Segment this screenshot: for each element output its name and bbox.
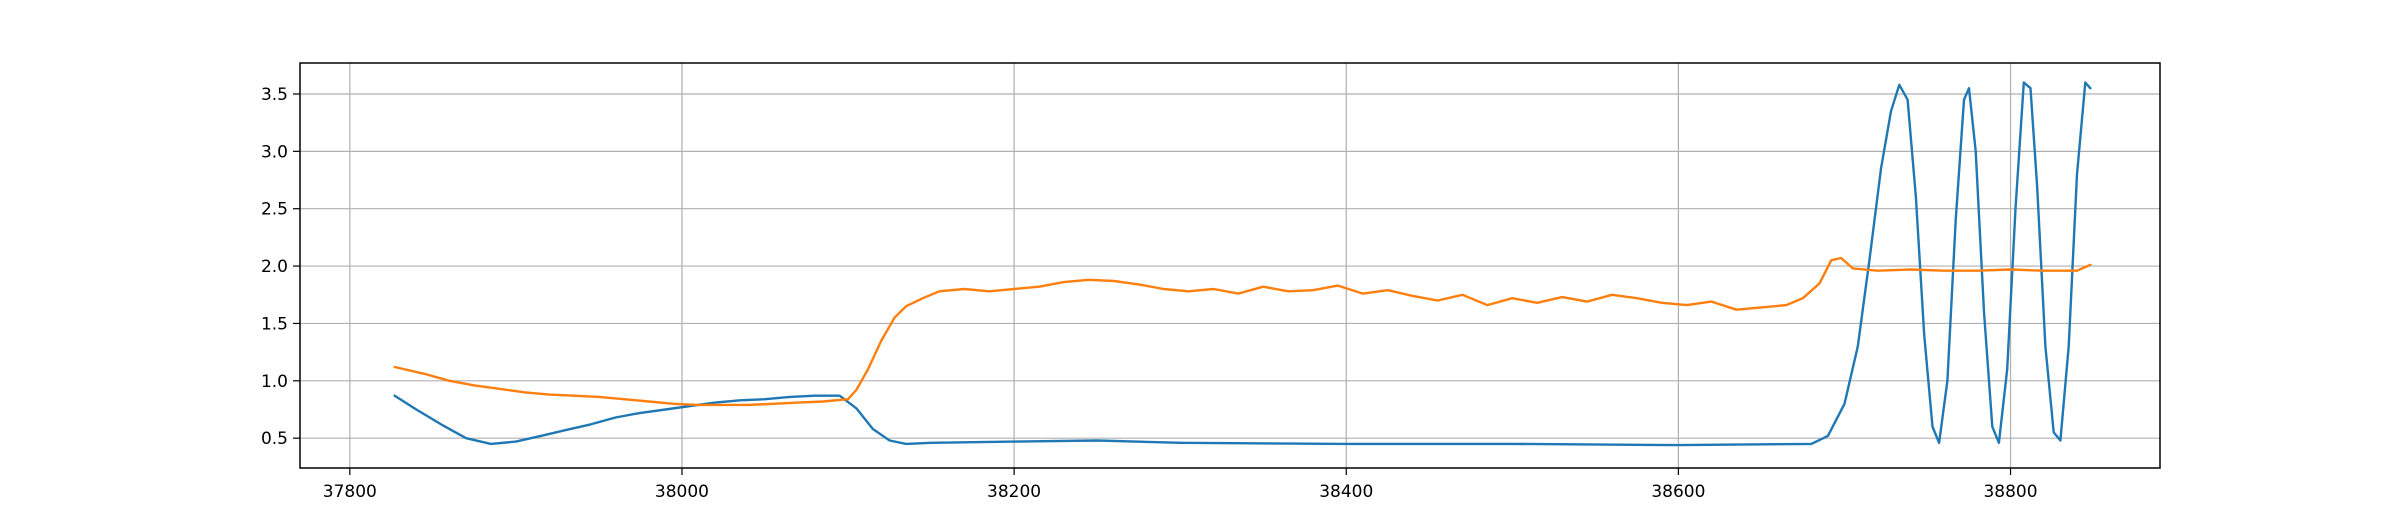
- y-tick-label: 3.0: [261, 142, 288, 162]
- x-tick-label: 38000: [655, 482, 709, 502]
- y-tick-label: 2.0: [261, 257, 288, 277]
- series-line-1: [393, 81, 2092, 447]
- series-line-2: [393, 256, 2092, 407]
- y-tick-label: 1.5: [261, 314, 288, 334]
- x-tick-label: 38200: [987, 482, 1041, 502]
- x-tick-label: 38600: [1651, 482, 1705, 502]
- x-tick-label: 38400: [1319, 482, 1373, 502]
- x-tick-label: 38800: [1983, 482, 2037, 502]
- y-axis: 0.5 1.0 1.5 2.0 2.5 3.0 3.5: [261, 85, 300, 449]
- y-tick-label: 3.5: [261, 85, 288, 105]
- x-axis: 37800 38000 38200 38400 38600 38800: [323, 468, 2038, 502]
- y-tick-label: 0.5: [261, 429, 288, 449]
- series-group: [393, 81, 2092, 447]
- y-tick-label: 2.5: [261, 200, 288, 220]
- y-tick-label: 1.0: [261, 372, 288, 392]
- x-tick-label: 37800: [323, 482, 377, 502]
